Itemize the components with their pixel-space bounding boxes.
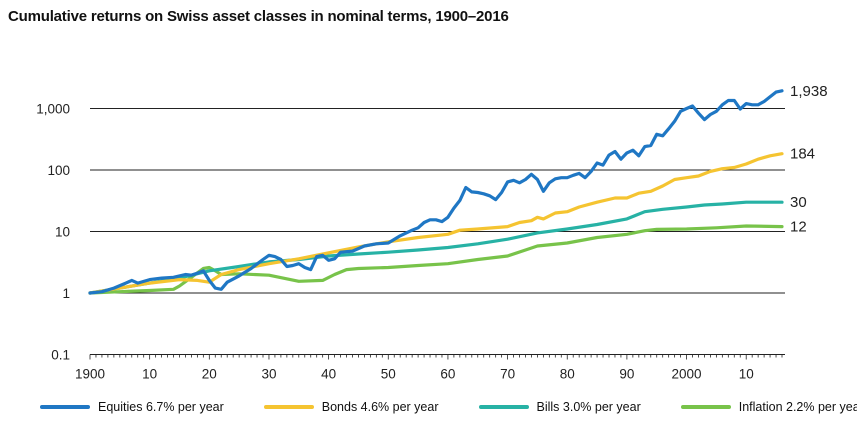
x-axis-ticks: 1900 10 20 30 40 50 60 70 80 90 2000 10 [75, 354, 783, 382]
legend-item-bonds: Bonds 4.6% per year [263, 400, 439, 414]
x-tick-label: 60 [440, 367, 455, 382]
end-label-inflation: 12 [790, 219, 807, 236]
x-tick-label: 90 [619, 367, 634, 382]
series-line-bills [88, 200, 784, 295]
y-tick-label: 1,000 [36, 102, 70, 117]
series-line-bonds [88, 152, 784, 295]
y-tick-label: 10 [55, 225, 70, 240]
legend-swatch [478, 405, 529, 409]
legend-label: Bills 3.0% per year [536, 400, 641, 414]
legend-label: Equities 6.7% per year [98, 400, 224, 414]
legend-swatch [263, 405, 314, 409]
x-tick-label: 50 [381, 367, 396, 382]
legend-label: Inflation 2.2% per year [738, 400, 857, 414]
x-tick-label: 1900 [75, 367, 105, 382]
legend-item-equities: Equities 6.7% per year [40, 400, 224, 414]
series-end-labels: 1,938 184 30 12 [790, 83, 828, 236]
x-tick-label: 30 [261, 367, 276, 382]
y-tick-label: 100 [47, 163, 70, 178]
x-tick-label: 10 [739, 367, 754, 382]
end-label-bonds: 184 [790, 146, 815, 163]
series-line-equities [88, 89, 784, 295]
x-tick-label: 20 [202, 367, 217, 382]
y-tick-label: 1 [62, 286, 70, 301]
series-lines [88, 89, 784, 295]
legend-swatch [40, 405, 90, 409]
x-tick-label: 10 [142, 367, 157, 382]
chart-title: Cumulative returns on Swiss asset classe… [8, 8, 509, 25]
x-tick-label: 80 [560, 367, 575, 382]
x-tick-label: 40 [321, 367, 336, 382]
end-label-equities: 1,938 [790, 83, 828, 100]
x-tick-label: 2000 [672, 367, 702, 382]
grid-lines [90, 108, 785, 355]
end-label-bills: 30 [790, 194, 807, 211]
y-axis-ticks: 0.1 1 10 100 1,000 [36, 102, 70, 363]
legend-swatch [680, 405, 731, 409]
legend-item-inflation: Inflation 2.2% per year [680, 400, 857, 414]
chart-legend: Equities 6.7% per year Bonds 4.6% per yea… [40, 400, 857, 414]
y-tick-label: 0.1 [51, 348, 70, 363]
legend-item-bills: Bills 3.0% per year [478, 400, 641, 414]
x-tick-label: 70 [500, 367, 515, 382]
legend-label: Bonds 4.6% per year [321, 400, 439, 414]
